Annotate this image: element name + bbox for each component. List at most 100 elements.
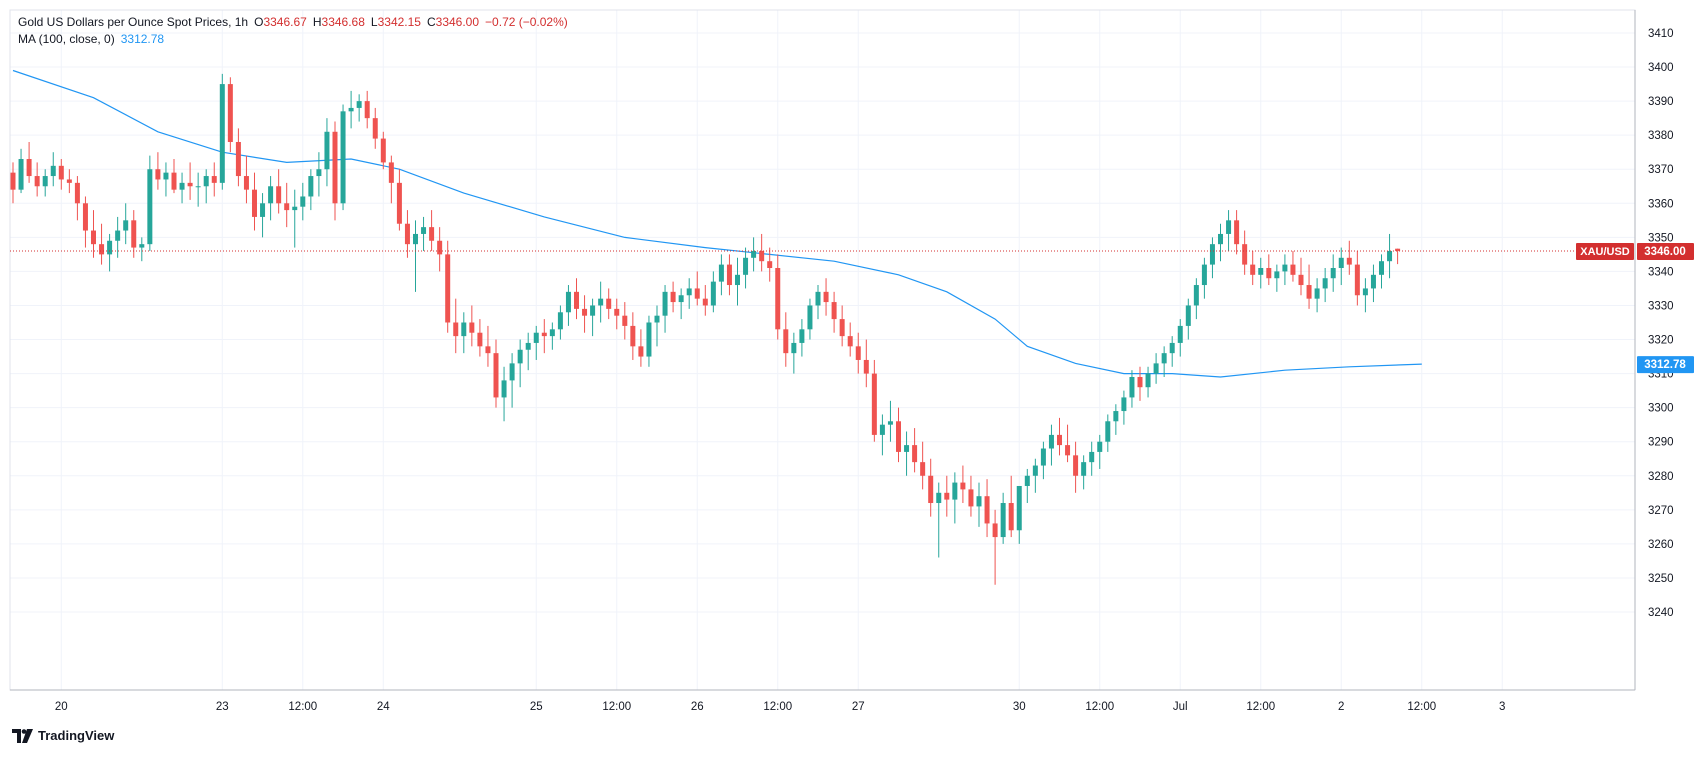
candle-body: [219, 84, 225, 183]
candle-body: [936, 492, 942, 504]
price-tick-label: 3260: [1648, 539, 1674, 551]
candle-up: [147, 155, 153, 251]
time-tick-label: 25: [530, 701, 543, 713]
candle-up: [1145, 366, 1151, 398]
time-tick-label: 20: [55, 701, 68, 713]
candle-body: [582, 308, 588, 316]
ohlc-low: L3342.15: [371, 14, 421, 31]
candle-body: [1161, 353, 1167, 364]
high-key: H: [312, 15, 322, 29]
candle-body: [388, 162, 394, 183]
time-tick-label: 24: [377, 701, 390, 713]
candle-up: [791, 332, 797, 374]
candle-down: [606, 288, 612, 320]
ma-value-badge: [1637, 356, 1694, 374]
candle-body: [1153, 363, 1159, 374]
candle-body: [630, 325, 636, 347]
candle-body: [292, 206, 298, 211]
candle-body: [66, 179, 72, 183]
candle-body: [82, 203, 88, 231]
candle-body: [356, 101, 362, 108]
candle-body: [646, 322, 652, 357]
time-tick-label: 12:00: [1407, 701, 1436, 713]
candle-up: [1201, 257, 1207, 299]
candle-body: [74, 182, 80, 204]
price-tick-label: 3270: [1648, 505, 1674, 517]
candle-body: [944, 492, 950, 500]
tradingview-brand[interactable]: TradingView: [12, 728, 114, 743]
candle-down: [912, 428, 918, 473]
candle-body: [58, 165, 64, 180]
candle-down: [211, 162, 217, 197]
candle-body: [404, 223, 410, 245]
ma-label: MA (100, close, 0): [18, 32, 115, 46]
candle-up: [1226, 210, 1232, 251]
candle-body: [694, 288, 700, 299]
candle-down: [58, 159, 64, 190]
candle-body: [1314, 288, 1320, 299]
candle-body: [735, 274, 740, 286]
candle-up: [590, 298, 596, 337]
ma-legend-row[interactable]: MA (100, close, 0) 3312.78: [18, 31, 568, 48]
candle-down: [638, 329, 644, 367]
time-tick-label: 12:00: [1246, 701, 1275, 713]
time-tick-label: 12:00: [602, 701, 631, 713]
candle-down: [767, 247, 773, 282]
candle-up: [123, 203, 129, 245]
candle-body: [743, 257, 749, 275]
candle-down: [759, 233, 765, 272]
candle-body: [702, 298, 708, 306]
candle-body: [1379, 261, 1384, 275]
candle-up: [1129, 370, 1135, 408]
candle-up: [1370, 264, 1376, 303]
candle-body: [1016, 485, 1022, 531]
candle-body: [18, 159, 24, 190]
candle-up: [1177, 319, 1183, 357]
candle-body: [1089, 451, 1095, 463]
time-axis-labels: 20 23 12:00 24 25 12:00 26 12:00 27 30 12:00 Jul 12:…: [55, 701, 1506, 713]
candle-up: [1040, 441, 1046, 480]
candle-body: [1226, 220, 1232, 234]
candle-up: [1081, 455, 1087, 490]
candle-body: [1129, 376, 1135, 398]
candle-down: [775, 254, 781, 340]
candle-body: [1306, 285, 1312, 299]
price-axis-labels: 3240325032603270328032903300331033203330…: [1648, 28, 1674, 619]
candle-body: [179, 182, 185, 190]
brand-label: TradingView: [38, 728, 115, 743]
candle-up: [517, 339, 523, 388]
candle-up: [646, 315, 652, 367]
price-tick-label: 3290: [1648, 437, 1674, 449]
candle-down: [1057, 417, 1062, 456]
candle-up: [42, 169, 48, 197]
candle-body: [1258, 268, 1264, 275]
candle-body: [501, 380, 507, 398]
candle-body: [807, 305, 813, 330]
price-tick-label: 3410: [1648, 28, 1674, 40]
price-tick-label: 3370: [1648, 164, 1674, 176]
candle-body: [1322, 278, 1328, 289]
candle-body: [1081, 462, 1087, 476]
candle-body: [1290, 264, 1296, 275]
candle-up: [743, 247, 749, 289]
high-value: 3346.68: [321, 15, 365, 29]
candle-body: [896, 421, 901, 452]
candle-down: [437, 227, 443, 272]
price-tick-label: 3330: [1648, 300, 1674, 312]
candle-down: [469, 305, 475, 347]
candle-down: [34, 162, 40, 197]
candle-up: [976, 482, 982, 527]
time-tick-label: 3: [1499, 701, 1505, 713]
candle-up: [219, 73, 225, 190]
candle-body: [1073, 455, 1079, 476]
candle-body: [1121, 397, 1127, 412]
candle-body: [1362, 288, 1368, 296]
candle-body: [767, 261, 773, 269]
candle-body: [332, 131, 338, 204]
candle-body: [107, 240, 113, 255]
candle-body: [1395, 248, 1401, 251]
candle-up: [1169, 336, 1175, 367]
candle-down: [1395, 248, 1401, 265]
candle-body: [26, 159, 32, 177]
